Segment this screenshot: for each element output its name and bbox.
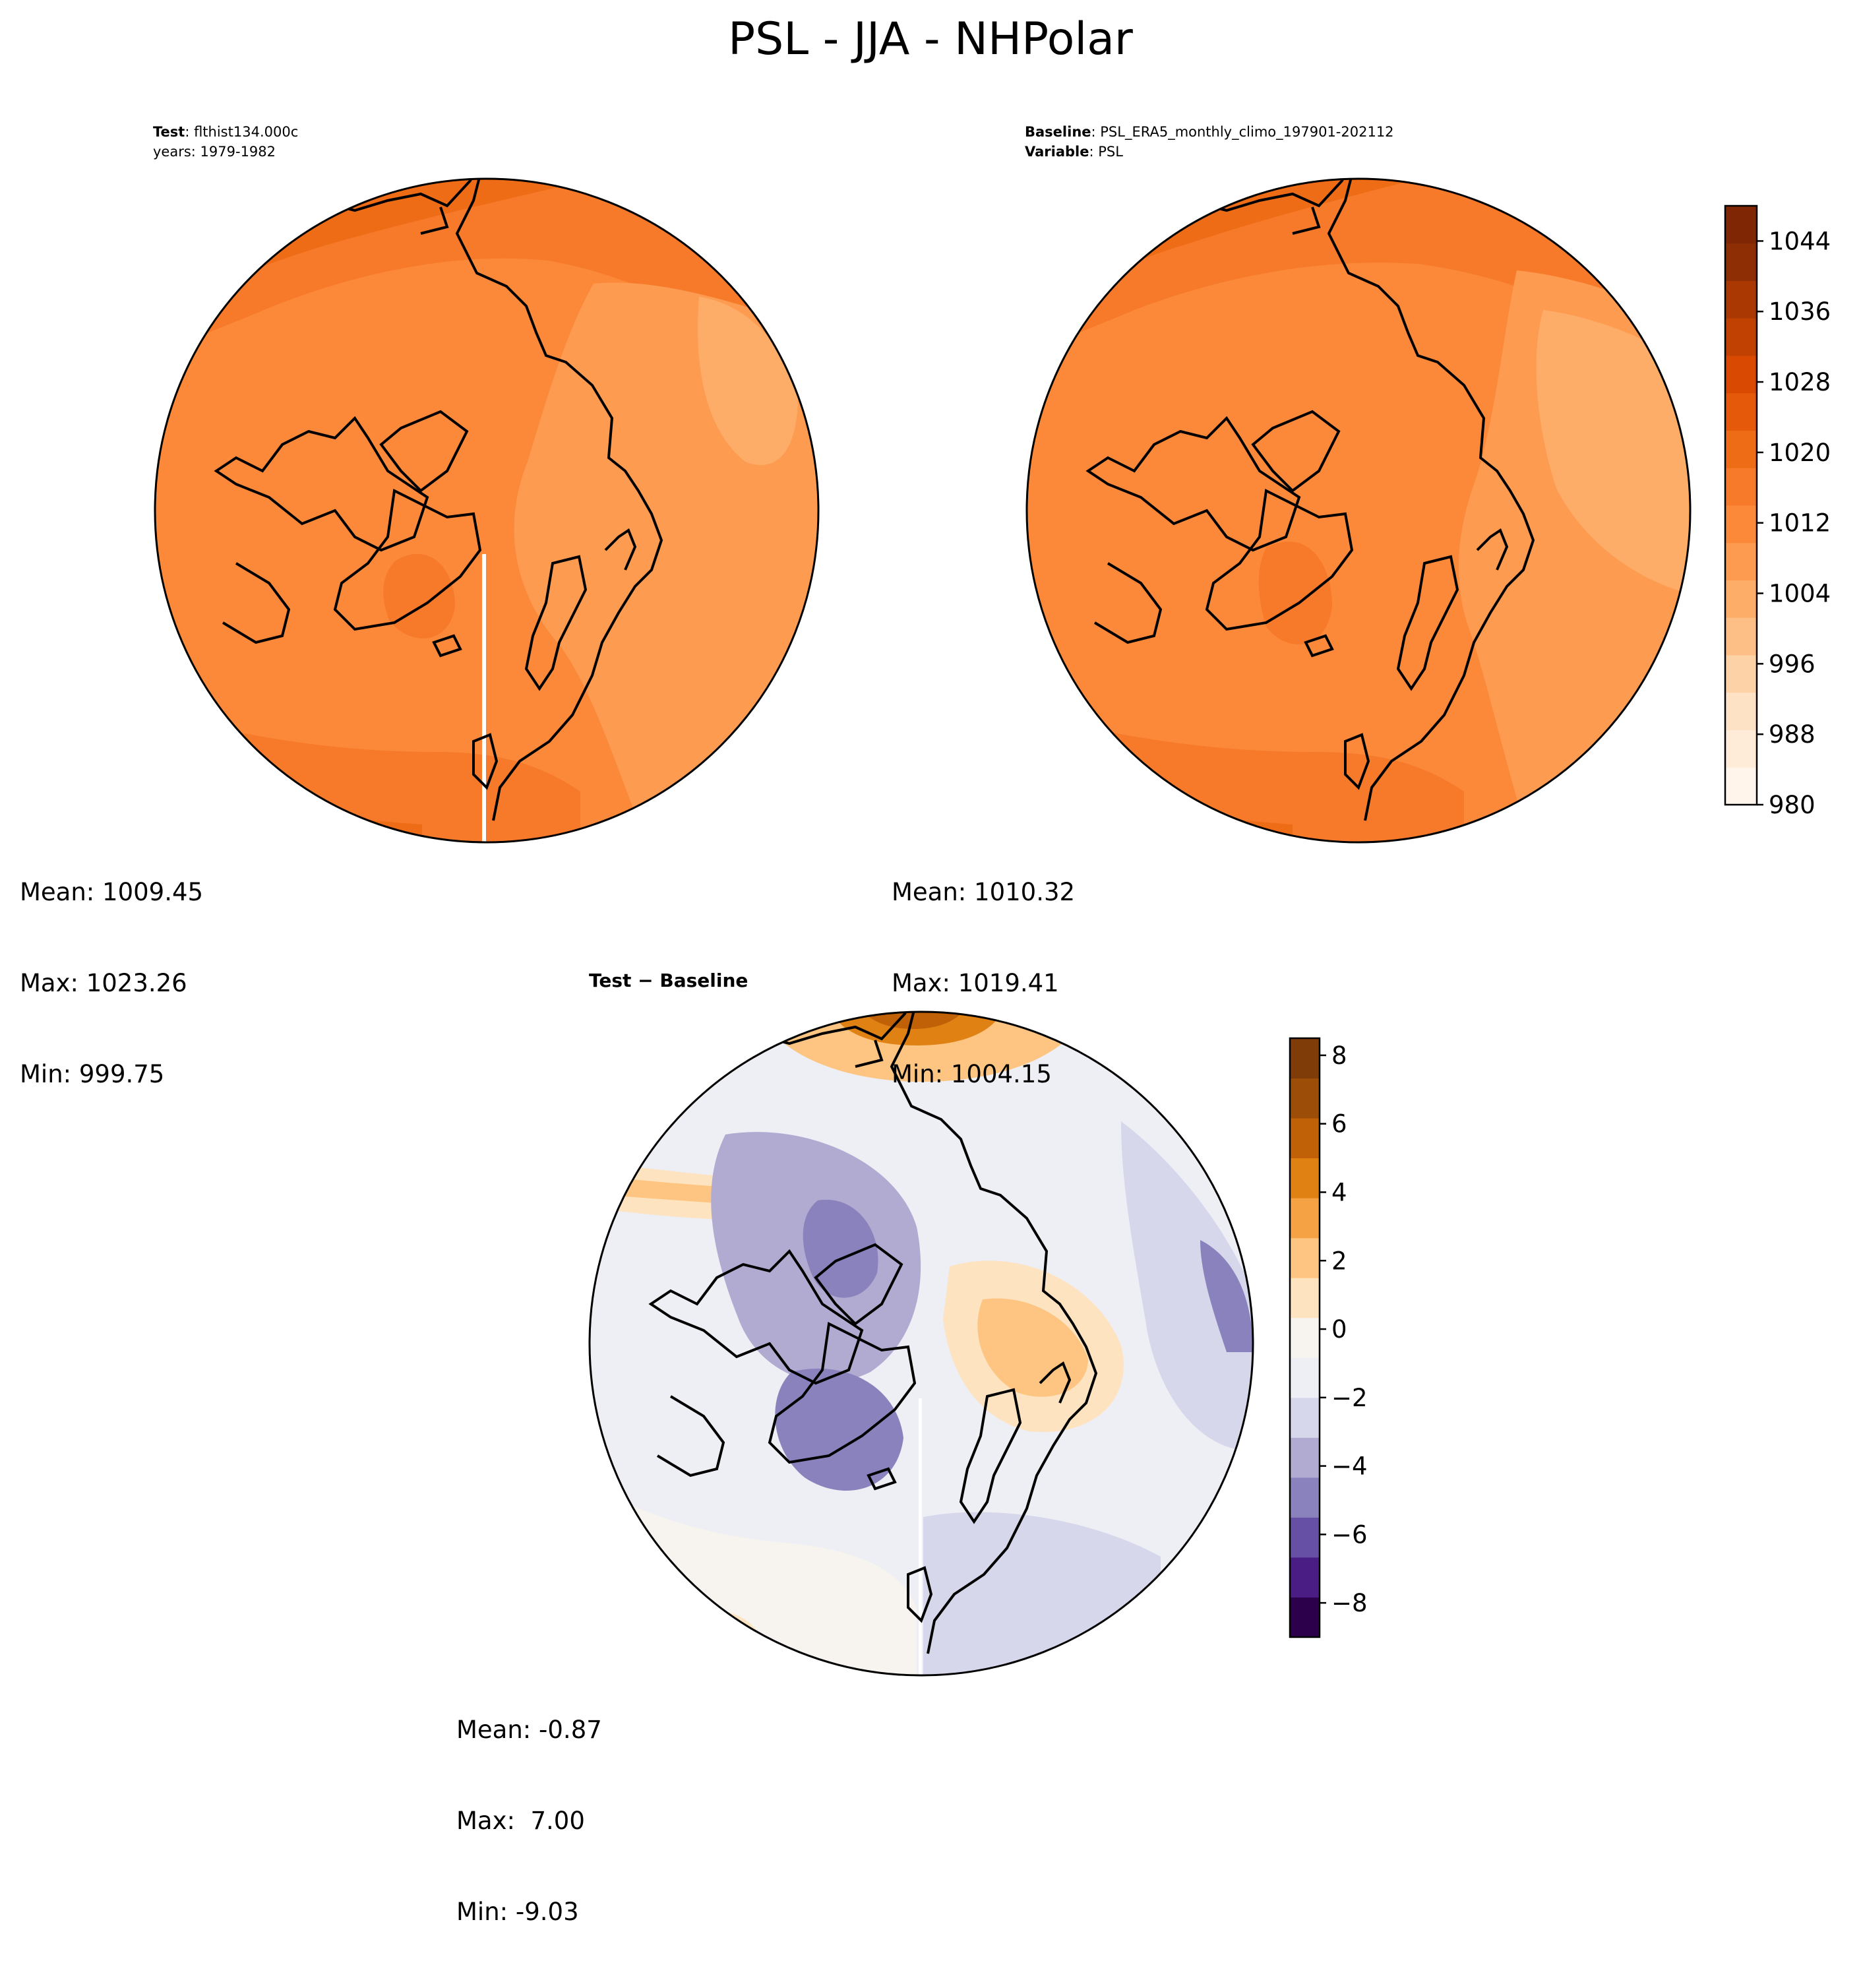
psl-colorbar-tick-label: 1012 [1769, 509, 1831, 538]
psl-colorbar-segment [1725, 505, 1757, 544]
psl-colorbar-segment [1725, 730, 1757, 768]
diff-mean: Mean: -0.87 [456, 1716, 602, 1744]
baseline-min: Min: 1004.15 [892, 1060, 1052, 1088]
psl-colorbar-tick-label: 996 [1769, 650, 1815, 678]
psl-colorbar-segment [1725, 280, 1757, 319]
diff-colorbar-segment [1290, 1357, 1320, 1398]
diff-colorbar-tick-label: −2 [1331, 1384, 1368, 1412]
diff-colorbar-segment [1290, 1437, 1320, 1478]
test-mean: Mean: 1009.45 [20, 878, 204, 906]
diff-colorbar-segment [1290, 1118, 1320, 1159]
psl-colorbar-segment [1725, 692, 1757, 730]
test-panel-header: Test: flthist134.000c years: 1979-1982 [153, 124, 298, 160]
test-stats: Mean: 1009.45 Max: 1023.26 Min: 999.75 [20, 817, 203, 1150]
diff-stats: Mean: -0.87 Max: 7.00 Min: -9.03 [456, 1654, 602, 1988]
diff-colorbar-segment [1290, 1038, 1320, 1079]
diff-colorbar: −8 −6 −4 −2 0 2 4 6 8 [1289, 1037, 1368, 1638]
diff-colorbar-segment [1290, 1317, 1320, 1358]
figure-page: PSL - JJA - NHPolar Test: flthist134.000… [20, 13, 1831, 1926]
baseline-max: Max: 1019.41 [892, 969, 1059, 997]
psl-colorbar-segment [1725, 580, 1757, 618]
baseline-header-line-2: Variable: PSL [1025, 144, 1123, 160]
diff-header-line-1: Test − Baseline [589, 970, 748, 991]
baseline-map [1025, 177, 1692, 844]
psl-colorbar-segment [1725, 767, 1757, 805]
diff-colorbar-tick-label: −6 [1331, 1520, 1368, 1549]
diff-colorbar-segment [1290, 1158, 1320, 1198]
difference-map [588, 1010, 1254, 1677]
psl-colorbar: 980 988 996 1004 1012 1020 1028 1036 1044 [1724, 204, 1831, 819]
diff-colorbar-tick-label: −4 [1331, 1452, 1368, 1481]
psl-colorbar-tick-label: 980 [1769, 791, 1815, 819]
psl-colorbar-tick-label: 1044 [1769, 227, 1831, 255]
figure-title: PSL - JJA - NHPolar [728, 13, 1133, 65]
psl-colorbar-segment [1725, 430, 1757, 468]
diff-colorbar-tick-label: 6 [1331, 1110, 1347, 1138]
psl-colorbar-segment [1725, 318, 1757, 356]
test-map [154, 177, 820, 844]
diff-colorbar-segment [1290, 1198, 1320, 1239]
test-header-line-2: years: 1979-1982 [153, 144, 276, 160]
psl-colorbar-segment [1725, 542, 1757, 580]
psl-colorbar-segment [1725, 206, 1757, 244]
baseline-stats: Mean: 1010.32 Max: 1019.41 Min: 1004.15 [892, 817, 1075, 1150]
psl-colorbar-tick-label: 1036 [1769, 297, 1831, 326]
figure-canvas: PSL - JJA - NHPolar Test: flthist134.000… [153, 13, 1831, 1677]
diff-colorbar-outline [1289, 1037, 1321, 1638]
baseline-mean: Mean: 1010.32 [892, 878, 1076, 906]
diff-colorbar-tick-label: 0 [1331, 1315, 1347, 1344]
psl-colorbar-segment [1725, 392, 1757, 431]
diff-colorbar-tick-label: −8 [1331, 1589, 1368, 1617]
diff-colorbar-tick-label: 2 [1331, 1247, 1347, 1275]
diff-colorbar-segment [1290, 1237, 1320, 1278]
diff-colorbar-segment [1290, 1477, 1320, 1518]
diff-colorbar-segment [1290, 1517, 1320, 1558]
diff-colorbar-segment [1290, 1078, 1320, 1119]
psl-colorbar-segment [1725, 655, 1757, 693]
baseline-header-line-1: Baseline: PSL_ERA5_monthly_climo_197901-… [1025, 124, 1394, 140]
test-min: Min: 999.75 [20, 1060, 165, 1088]
psl-colorbar-segment [1725, 356, 1757, 394]
diff-min: Min: -9.03 [456, 1898, 579, 1926]
diff-panel-header: Test − Baseline [589, 970, 748, 991]
diff-colorbar-tick-label: 4 [1331, 1178, 1347, 1206]
psl-colorbar-tick-label: 1020 [1769, 439, 1831, 467]
diff-colorbar-segment [1290, 1278, 1320, 1319]
psl-colorbar-tick-label: 1028 [1769, 368, 1831, 396]
diff-max: Max: 7.00 [456, 1807, 585, 1835]
diff-colorbar-tick-label: 8 [1331, 1041, 1347, 1070]
psl-colorbar-outline [1724, 204, 1758, 806]
psl-colorbar-segment [1725, 617, 1757, 656]
psl-colorbar-segment [1725, 468, 1757, 506]
diff-colorbar-segment [1290, 1557, 1320, 1598]
diff-colorbar-segment [1290, 1397, 1320, 1438]
diff-colorbar-segment [1290, 1597, 1320, 1638]
baseline-panel-header: Baseline: PSL_ERA5_monthly_climo_197901-… [1025, 124, 1394, 160]
psl-colorbar-tick-label: 1004 [1769, 580, 1831, 608]
psl-colorbar-tick-label: 988 [1769, 720, 1815, 749]
test-header-line-1: Test: flthist134.000c [153, 124, 298, 140]
test-max: Max: 1023.26 [20, 969, 187, 997]
psl-colorbar-segment [1725, 243, 1757, 281]
